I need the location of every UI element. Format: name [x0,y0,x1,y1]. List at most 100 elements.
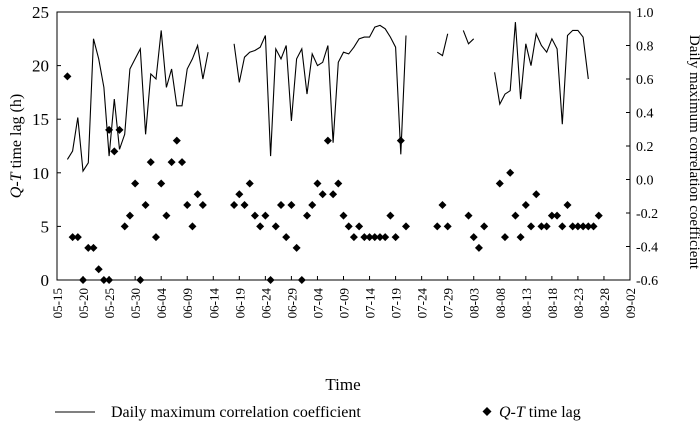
x-tick-label: 08-23 [571,288,586,318]
time-lag-point [141,200,150,209]
left-y-axis: 0 5 10 15 20 25 [32,3,61,290]
legend-line-label: Daily maximum correlation coefficient [111,404,361,421]
time-lag-point [594,211,603,220]
time-lag-point [511,211,520,220]
time-lag-point [469,233,478,242]
time-lag-point [584,222,593,231]
time-lag-point [230,200,239,209]
correlation-line-segment [233,24,407,157]
right-y-tick-label: 0.4 [636,107,654,122]
left-y-tick-label: 0 [41,271,50,290]
time-lag-point [245,179,254,188]
x-tick-label: 06-09 [180,288,195,318]
time-lag-point [198,200,207,209]
x-tick-label: 07-24 [415,288,430,319]
time-lag-point [89,243,98,252]
time-lag-point [183,200,192,209]
x-axis: 05-15 05-20 05-25 05-30 06-04 06-09 06-14 06-19… [50,276,638,318]
time-lag-point [256,222,265,231]
x-tick-label: 07-14 [363,288,378,319]
time-lag-point [438,200,447,209]
time-lag-point [391,233,400,242]
time-lag-point [68,233,77,242]
time-lag-point [370,233,379,242]
time-lag-point [303,211,312,220]
time-lag-point [329,190,338,199]
x-tick-label: 06-14 [206,288,221,319]
x-tick-label: 08-13 [519,288,534,318]
time-lag-point [297,276,306,284]
x-tick-label: 07-04 [310,288,325,319]
x-tick-label: 07-09 [337,288,352,318]
time-lag-point [573,222,582,231]
left-y-tick-label: 5 [41,217,50,236]
right-y-tick-label: 0.8 [636,40,654,55]
right-y-axis-label: Daily maximum correlation coefficient [686,35,700,270]
right-y-axis: -0.6 -0.4 -0.2 0.0 0.2 0.4 0.6 0.8 1.0 [626,6,658,289]
x-tick-label: 07-19 [389,288,404,318]
x-tick-label: 06-29 [284,288,299,318]
time-lag-point [323,136,332,145]
legend-diamond-swatch [482,407,492,416]
x-tick-label: 05-25 [102,288,117,318]
time-lag-point [381,233,390,242]
legend-scatter-label: Q-T time lag [499,404,581,421]
right-y-tick-label: -0.2 [636,207,658,222]
time-lag-point [167,158,176,167]
right-y-tick-label: 0.0 [636,174,654,189]
time-lag-point [292,243,301,252]
time-lag-point [235,190,244,199]
time-lag-point [313,179,322,188]
time-lag-point [193,190,202,199]
time-lag-point [386,211,395,220]
time-lag-point [84,243,93,252]
x-tick-label: 08-08 [493,288,508,318]
time-lag-point [527,222,536,231]
time-lag-point [172,136,181,145]
time-lag-point [287,200,296,209]
time-lag-point [105,125,114,134]
time-lag-point [349,233,358,242]
correlation-line-segment [494,22,589,125]
time-lag-point [344,222,353,231]
time-lag-point [396,136,405,145]
time-lag-point [131,179,140,188]
legend-scatter-label-rest: time lag [525,404,581,421]
time-lag-point [375,233,384,242]
time-lag-point [532,190,541,199]
time-lag-point [360,233,369,242]
time-lag-point [480,222,489,231]
time-lag-point [63,72,72,81]
time-lag-point [334,179,343,188]
right-y-tick-label: 0.6 [636,73,654,88]
time-lag-point [547,211,556,220]
x-tick-label: 06-04 [154,288,169,319]
x-tick-label: 08-18 [545,288,560,318]
time-lag-point [568,222,577,231]
right-y-tick-label: 0.2 [636,140,654,155]
time-lag-point [250,211,259,220]
time-lag-point [120,222,129,231]
time-lag-point [579,222,588,231]
x-tick-label: 08-28 [597,288,612,318]
correlation-line-series [66,22,589,173]
time-lag-point [157,179,166,188]
right-y-tick-label: 1.0 [636,6,654,21]
time-lag-point [94,265,103,274]
right-y-tick-label: -0.6 [636,274,658,289]
time-lag-point [115,125,124,134]
left-y-tick-label: 20 [32,57,49,76]
left-y-axis-label-rest: time lag (h) [8,94,25,173]
time-lag-point [500,233,509,242]
time-lag-point [339,211,348,220]
time-lag-scatter-series [63,72,603,284]
time-lag-point [355,222,364,231]
time-lag-point [553,211,562,220]
time-lag-point [276,200,285,209]
legend: Daily maximum correlation coefficient Q-… [55,404,581,421]
time-lag-point [178,158,187,167]
time-lag-point [474,243,483,252]
x-tick-label: 05-30 [128,288,143,318]
time-lag-point [125,211,134,220]
